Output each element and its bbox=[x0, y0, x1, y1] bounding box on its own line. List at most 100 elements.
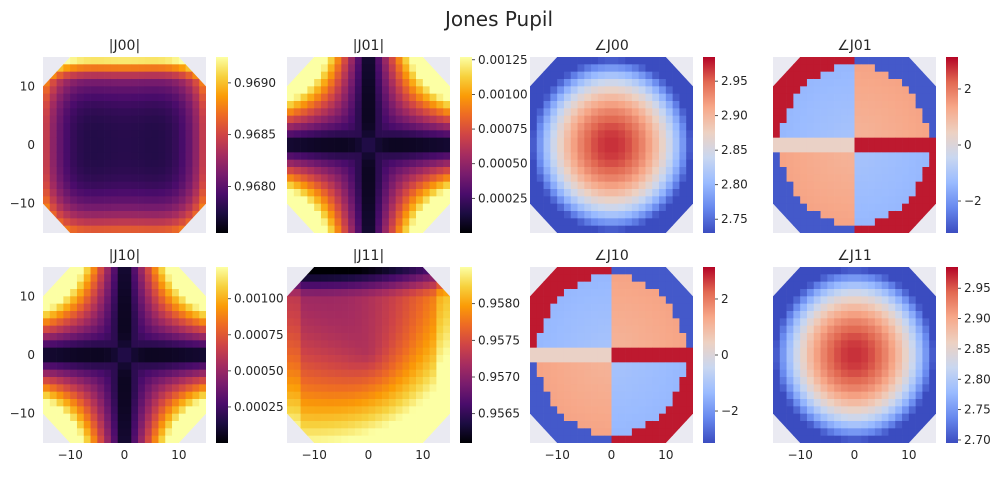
field-cell bbox=[443, 405, 451, 414]
field-cell bbox=[76, 71, 85, 79]
field-cell bbox=[354, 398, 363, 407]
field-cell bbox=[402, 56, 410, 65]
field-cell bbox=[327, 427, 335, 436]
field-cell bbox=[83, 122, 91, 131]
field-cell bbox=[76, 217, 85, 226]
field-cell bbox=[570, 137, 578, 145]
field-cell bbox=[773, 332, 781, 341]
field-cell bbox=[840, 78, 849, 87]
field-cell bbox=[151, 369, 159, 377]
field-cell bbox=[382, 310, 390, 319]
field-cell bbox=[618, 203, 626, 211]
field-cell bbox=[679, 144, 687, 153]
field-cell bbox=[63, 303, 71, 311]
field-cell bbox=[604, 63, 612, 72]
field-cell bbox=[49, 122, 57, 131]
field-cell bbox=[577, 435, 585, 443]
field-cell bbox=[895, 107, 903, 116]
field-cell bbox=[300, 325, 308, 333]
field-cell bbox=[536, 188, 544, 197]
field-cell bbox=[287, 188, 295, 197]
field-cell bbox=[922, 173, 930, 182]
field-cell bbox=[97, 225, 105, 233]
field-cell bbox=[90, 413, 98, 421]
field-cell bbox=[922, 100, 930, 109]
field-cell bbox=[672, 129, 680, 138]
field-cell bbox=[83, 435, 91, 443]
field-cell bbox=[536, 339, 544, 348]
field-cell bbox=[895, 427, 903, 436]
field-cell bbox=[70, 383, 78, 392]
field-cell bbox=[402, 369, 410, 377]
field-cell bbox=[659, 210, 667, 219]
field-cell bbox=[820, 295, 828, 304]
field-cell bbox=[368, 325, 376, 333]
field-cell bbox=[543, 310, 551, 319]
field-cell bbox=[672, 137, 680, 145]
field-cell bbox=[436, 361, 444, 370]
field-cell bbox=[597, 100, 606, 109]
field-cell bbox=[895, 383, 903, 392]
field-cell bbox=[570, 354, 578, 363]
field-cell bbox=[591, 398, 599, 407]
field-cell bbox=[604, 137, 612, 145]
field-cell bbox=[652, 63, 660, 72]
field-cell bbox=[375, 266, 383, 275]
field-cell bbox=[293, 107, 301, 116]
field-cell bbox=[902, 383, 910, 392]
field-cell bbox=[652, 122, 660, 131]
field-cell bbox=[158, 137, 166, 145]
field-cell bbox=[192, 391, 200, 399]
field-cell bbox=[314, 303, 322, 311]
field-cell bbox=[773, 107, 781, 116]
field-cell bbox=[874, 332, 882, 341]
field-cell bbox=[895, 122, 903, 131]
field-cell bbox=[375, 303, 383, 311]
field-cell bbox=[584, 144, 592, 153]
field-cell bbox=[341, 122, 349, 131]
field-cell bbox=[293, 347, 301, 355]
field-cell bbox=[158, 63, 166, 72]
field-cell bbox=[348, 339, 356, 348]
field-cell bbox=[611, 122, 619, 131]
field-cell bbox=[793, 93, 801, 101]
field-cell bbox=[881, 303, 889, 311]
field-cell bbox=[604, 405, 612, 414]
field-cell bbox=[104, 332, 112, 341]
field-cell bbox=[416, 427, 424, 436]
field-cell bbox=[165, 288, 173, 297]
field-cell bbox=[158, 281, 166, 289]
field-cell bbox=[76, 56, 85, 65]
field-cell bbox=[70, 413, 78, 421]
field-cell bbox=[793, 266, 801, 275]
field-cell bbox=[409, 188, 417, 197]
field-cell bbox=[327, 369, 335, 377]
field-cell bbox=[847, 347, 855, 355]
field-cell bbox=[327, 310, 335, 319]
field-cell bbox=[591, 347, 599, 355]
field-cell bbox=[536, 295, 544, 304]
field-cell bbox=[416, 173, 424, 182]
field-cell bbox=[192, 405, 200, 414]
field-cell bbox=[861, 225, 869, 233]
field-cell bbox=[395, 435, 403, 443]
field-cell bbox=[929, 151, 937, 160]
field-cell bbox=[307, 295, 315, 304]
field-cell bbox=[388, 173, 396, 182]
field-cell bbox=[70, 122, 78, 131]
colorbar-tick-label: 2.70 bbox=[964, 433, 991, 447]
field-cell bbox=[76, 144, 85, 153]
field-cell bbox=[192, 317, 200, 326]
field-cell bbox=[416, 195, 424, 204]
field-cell bbox=[314, 56, 322, 65]
field-cell bbox=[334, 188, 342, 197]
field-cell bbox=[611, 225, 619, 233]
field-cell bbox=[83, 339, 91, 348]
field-cell bbox=[327, 137, 335, 145]
field-cell bbox=[293, 129, 301, 138]
field-cell bbox=[861, 78, 869, 87]
field-cell bbox=[402, 288, 410, 297]
field-cell bbox=[422, 225, 430, 233]
field-cell bbox=[375, 332, 383, 341]
field-cell bbox=[625, 181, 633, 189]
